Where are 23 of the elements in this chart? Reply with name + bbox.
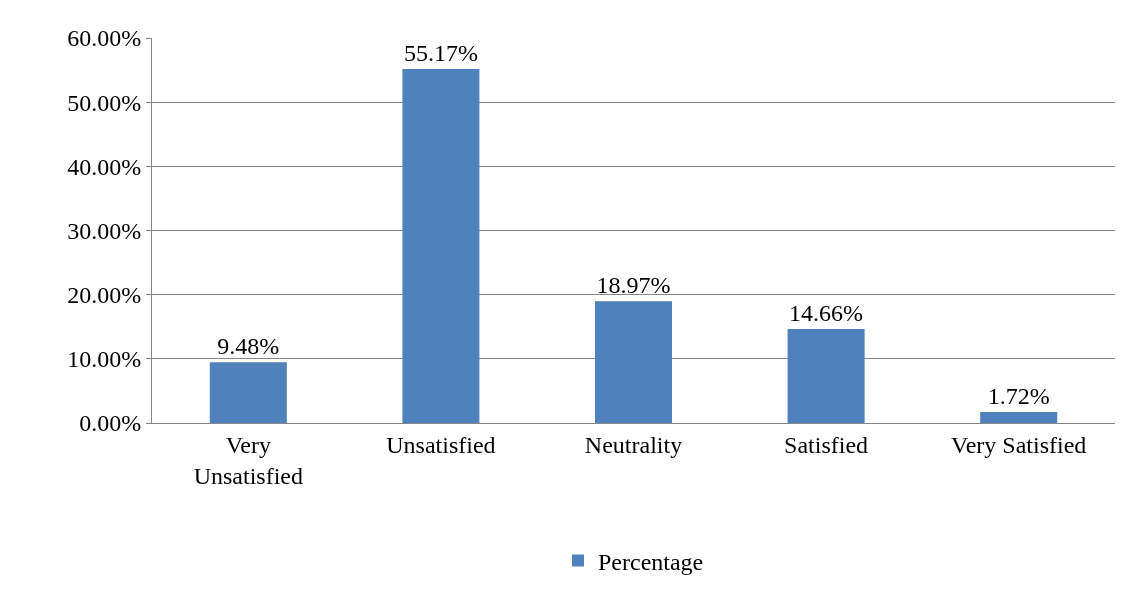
y-tick-label: 40.00% [67,153,142,180]
y-tick-label: 50.00% [67,89,142,116]
x-tick-label: Satisfied [784,431,869,458]
bar [402,68,480,423]
bar [594,301,673,423]
x-tick-label: Very Unsatisfied [193,431,303,489]
bar [209,362,287,423]
data-label: 1.72% [987,382,1050,409]
legend-label: Percentage [598,548,704,575]
x-tick-label: Neutrality [584,431,683,458]
bar [980,411,1058,423]
y-tick-label: 60.00% [67,25,142,52]
data-label: 14.66% [789,299,864,326]
y-tick-label: 10.00% [67,346,142,373]
y-tick-label: 0.00% [79,410,142,437]
data-label: 18.97% [596,272,671,299]
y-tick-label: 20.00% [67,282,142,309]
bar [787,328,865,423]
x-tick-label: Very Satisfied [951,431,1087,458]
y-tick-label: 30.00% [67,217,142,244]
data-label: 9.48% [217,333,280,360]
data-label: 55.17% [403,39,478,66]
x-tick-label: Unsatisfied [386,431,496,458]
